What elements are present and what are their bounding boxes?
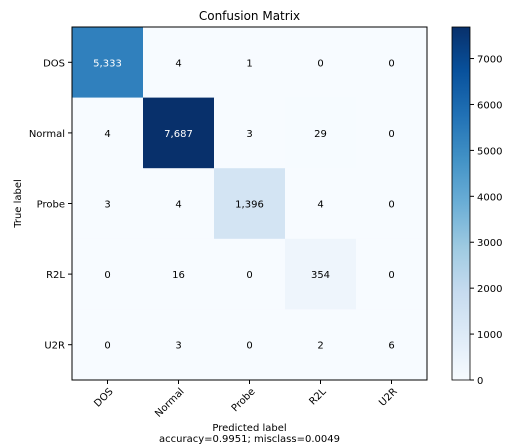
x-axis-ticks: DOS Normal Probe R2L U2R	[92, 380, 400, 420]
cell-value-label: 4	[175, 200, 181, 211]
heatmap-cell	[143, 27, 215, 98]
cell-value-label: 0	[388, 200, 394, 211]
cell-value-label: 6	[388, 341, 394, 352]
cell-value-label: 5,333	[93, 58, 122, 69]
y-axis-label: True label	[13, 179, 24, 229]
heatmap-cell	[214, 27, 286, 98]
heatmap-cells: 5,333 4 1 0 0 4 7,687 3 29 0 3 4 1,396 4 0 0 16 0 354 0 0 3 0 2…	[72, 27, 428, 381]
heatmap-cell	[285, 168, 357, 240]
x-tick-label: R2L	[307, 386, 328, 407]
heatmap-cell	[72, 309, 144, 381]
heatmap-cell	[143, 309, 215, 381]
heatmap-cell	[285, 309, 357, 381]
cell-value-label: 3	[175, 341, 181, 352]
heatmap-cell	[214, 309, 286, 381]
cell-value-label: 0	[388, 270, 394, 281]
colorbar-tick-label: 6000	[477, 100, 502, 111]
cell-value-label: 1	[246, 58, 252, 69]
heatmap-cell	[214, 168, 286, 240]
cell-value-label: 0	[317, 58, 323, 69]
colorbar-tick-label: 2000	[477, 284, 502, 295]
y-tick-label: DOS	[43, 58, 65, 69]
heatmap-cell	[356, 97, 428, 169]
cell-value-label: 7,687	[164, 129, 193, 140]
cell-value-label: 16	[172, 270, 185, 281]
colorbar-tick-label: 3000	[477, 238, 502, 249]
cell-value-label: 354	[311, 270, 330, 281]
cell-value-label: 0	[246, 270, 252, 281]
colorbar-tick-label: 7000	[477, 55, 502, 66]
cell-value-label: 0	[104, 270, 110, 281]
x-axis-label: Predicted label	[212, 423, 286, 434]
heatmap-cell	[285, 27, 357, 98]
heatmap-cell	[356, 27, 428, 98]
cell-value-label: 4	[175, 58, 181, 69]
cell-value-label: 0	[388, 58, 394, 69]
cell-value-label: 29	[314, 129, 327, 140]
cell-value-label: 2	[317, 341, 323, 352]
cell-value-label: 0	[246, 341, 252, 352]
heatmap-cell	[214, 97, 286, 169]
heatmap-cell	[356, 309, 428, 381]
heatmap-cell	[143, 97, 215, 169]
x-tick-label: U2R	[377, 386, 399, 408]
colorbar-tick-label: 5000	[477, 146, 502, 157]
cell-value-label: 0	[104, 341, 110, 352]
y-tick-label: Normal	[29, 129, 65, 140]
heatmap-cell	[143, 238, 215, 310]
cell-value-label: 4	[104, 129, 110, 140]
x-tick-label: Probe	[230, 386, 258, 414]
cell-value-label: 4	[317, 200, 323, 211]
colorbar	[451, 26, 471, 381]
x-tick-label: DOS	[92, 386, 115, 409]
heatmap-cell	[72, 97, 144, 169]
colorbar-tick-label: 0	[477, 376, 483, 387]
y-tick-label: R2L	[46, 270, 65, 281]
heatmap-cell	[285, 97, 357, 169]
y-axis-ticks: DOS Normal Probe R2L U2R	[29, 58, 72, 352]
heatmap-cell	[72, 238, 144, 310]
heatmap-cell	[285, 238, 357, 310]
heatmap-cell	[356, 238, 428, 310]
x-axis-note: accuracy=0.9951; misclass=0.0049	[159, 434, 340, 445]
cell-value-label: 1,396	[235, 200, 264, 211]
cell-value-label: 3	[246, 129, 252, 140]
x-tick-label: Normal	[153, 386, 186, 419]
y-tick-label: U2R	[44, 341, 65, 352]
cell-value-label: 3	[104, 200, 110, 211]
heatmap-cell	[72, 168, 144, 240]
cell-value-label: 0	[388, 129, 394, 140]
y-tick-label: Probe	[37, 200, 65, 211]
chart-title: Confusion Matrix	[199, 9, 300, 23]
colorbar-tick-label: 4000	[477, 192, 502, 203]
heatmap-cell	[72, 27, 144, 98]
colorbar-ticks: 0 1000 2000 3000 4000 5000 6000 7000	[470, 55, 502, 387]
heatmap-cell	[143, 168, 215, 240]
heatmap-cell	[214, 238, 286, 310]
heatmap-cell	[356, 168, 428, 240]
colorbar-tick-label: 1000	[477, 330, 502, 341]
